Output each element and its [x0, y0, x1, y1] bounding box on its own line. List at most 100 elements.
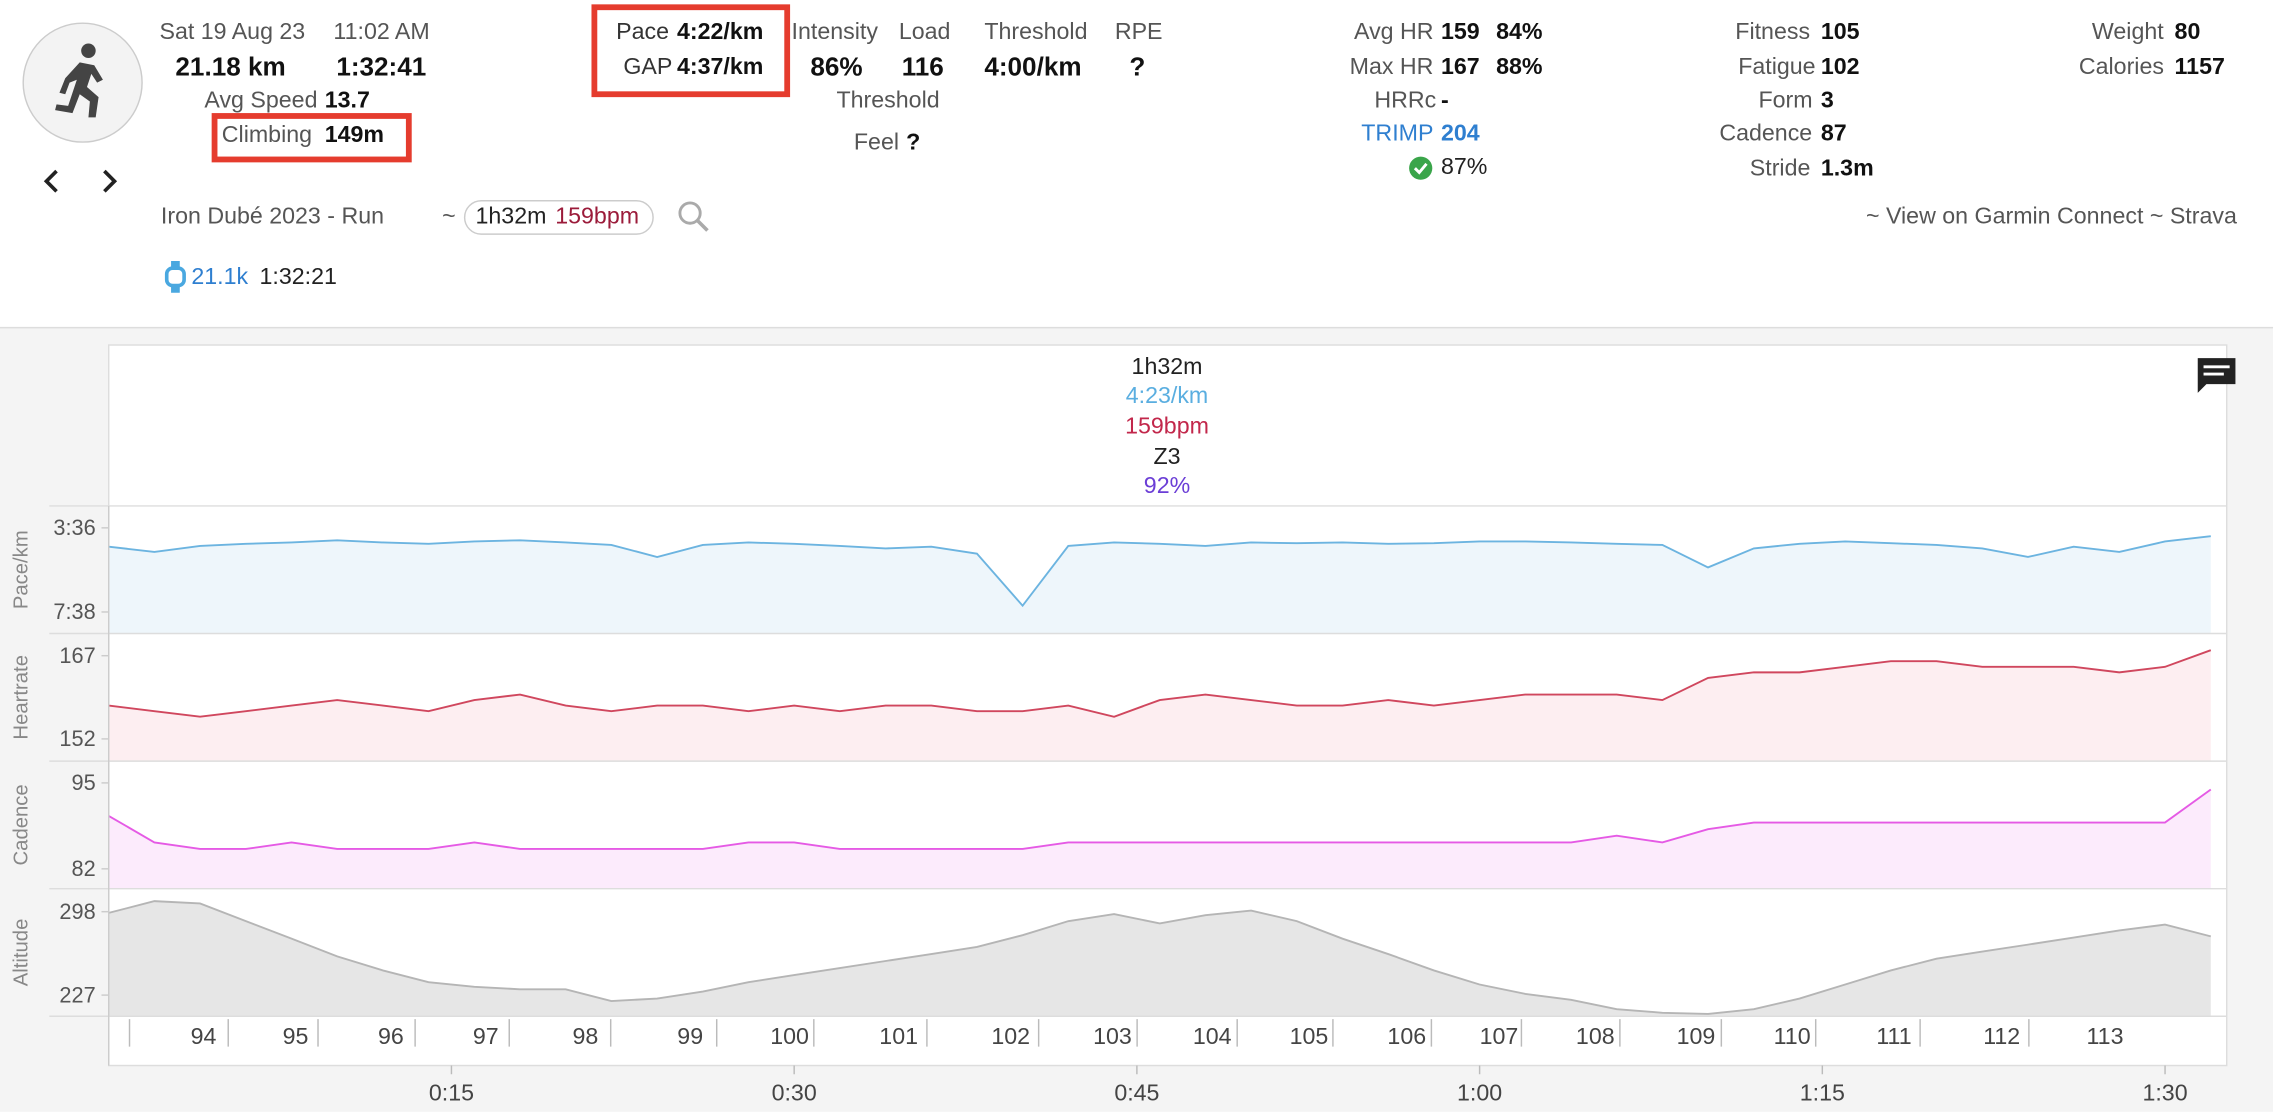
- area: [108, 536, 2211, 634]
- label: Cadence: [1719, 121, 1813, 147]
- label: Weight: [2091, 20, 2164, 45]
- summary: 1h32m 4:23/km 159bpm Z3 92%: [1125, 353, 1209, 498]
- km-label: 107: [1480, 1023, 1519, 1049]
- km-label: 101: [879, 1023, 918, 1049]
- search-icon[interactable]: [677, 200, 712, 235]
- value: 13.7: [324, 88, 370, 114]
- pill-hr: 159bpm: [555, 204, 640, 230]
- x-tick-label: 0:45: [1114, 1079, 1159, 1105]
- x-tick-label: 1:30: [2142, 1079, 2187, 1105]
- value: 167: [1441, 55, 1480, 80]
- label: Climbing: [221, 123, 313, 148]
- value: 149m: [324, 123, 385, 148]
- value: 1.3m: [1820, 156, 1874, 182]
- label: Max HR: [1349, 55, 1434, 80]
- label: Pace: [616, 20, 669, 45]
- km-label: 97: [473, 1023, 499, 1049]
- value: 159: [1441, 20, 1480, 45]
- y-tick-label: 7:38: [53, 599, 95, 624]
- km-label: 110: [1774, 1023, 1811, 1049]
- y-tick-label: 152: [59, 726, 95, 751]
- value: 204: [1441, 121, 1480, 147]
- km-label: 106: [1387, 1023, 1426, 1049]
- check-icon: [1409, 156, 1433, 180]
- value: 3: [1820, 88, 1834, 114]
- avatar[interactable]: [22, 22, 144, 144]
- label: GAP: [623, 55, 673, 80]
- y-tick-label: 227: [59, 982, 95, 1007]
- separator: ~: [442, 204, 456, 230]
- value: 4:37/km: [677, 55, 764, 80]
- pill-duration: 1h32m: [475, 204, 547, 230]
- label: Intensity: [791, 20, 878, 45]
- value: 116: [901, 52, 944, 82]
- distance: 21.18 km: [175, 52, 286, 82]
- comment-icon[interactable]: [2197, 358, 2236, 393]
- value: ?: [906, 130, 921, 156]
- value: 4:00/km: [984, 52, 1082, 82]
- line: [108, 900, 2212, 1015]
- summary-duration: 1h32m: [1132, 353, 1203, 379]
- line: [108, 788, 2212, 850]
- value: ?: [1129, 52, 1146, 82]
- x-tick-label: 1:00: [1457, 1079, 1502, 1105]
- summary-zone: Z3: [1153, 443, 1180, 469]
- label: Threshold: [836, 88, 940, 114]
- km-label: 113: [2087, 1023, 2124, 1049]
- x-tick-label: 1:15: [1800, 1079, 1845, 1105]
- km-label: 112: [1983, 1023, 2020, 1049]
- label: Threshold: [984, 20, 1088, 45]
- x-tick-label: 0:30: [772, 1079, 817, 1105]
- summary-pace: 4:23/km: [1126, 382, 1208, 408]
- label: RPE: [1114, 20, 1163, 45]
- km-label: 99: [677, 1023, 703, 1049]
- label: Stride: [1749, 156, 1811, 182]
- duration: 1:32:41: [336, 52, 427, 82]
- label: Form: [1758, 88, 1813, 114]
- km-label: 100: [770, 1023, 809, 1049]
- pill[interactable]: [463, 200, 654, 235]
- y-tick-label: 298: [59, 899, 95, 924]
- value: 86%: [810, 52, 863, 82]
- value: 102: [1820, 55, 1860, 80]
- value: 84%: [1496, 20, 1543, 45]
- date: Sat 19 Aug 23: [159, 20, 306, 45]
- value: 87%: [1441, 155, 1488, 180]
- nav-arrows[interactable]: [38, 167, 139, 196]
- activity-name[interactable]: Iron Dubé 2023 - Run: [160, 204, 384, 230]
- time: 11:02 AM: [333, 20, 430, 45]
- y-axis-label: Altitude: [11, 919, 33, 987]
- watch-icon: [164, 260, 186, 293]
- km-label: 96: [378, 1023, 404, 1049]
- split-distance[interactable]: 21.1k: [191, 265, 249, 290]
- label: Feel: [853, 130, 899, 156]
- km-label: 98: [572, 1023, 598, 1049]
- area: [108, 901, 2211, 1017]
- split-time: 1:32:21: [259, 265, 337, 290]
- y-tick-label: 167: [59, 643, 95, 668]
- y-axis-label: Heartrate: [11, 655, 33, 740]
- y-tick-label: 3:36: [53, 515, 95, 540]
- label: Calories: [2078, 55, 2164, 80]
- y-axis-label: Pace/km: [11, 530, 33, 609]
- summary-hr: 159bpm: [1125, 412, 1209, 438]
- links[interactable]: ~ View on Garmin Connect ~ Strava: [1865, 204, 2237, 230]
- km-label: 109: [1677, 1023, 1716, 1049]
- area: [108, 789, 2211, 889]
- value: 105: [1820, 20, 1860, 45]
- label[interactable]: TRIMP: [1361, 121, 1434, 147]
- km-label: 102: [991, 1023, 1030, 1049]
- y-tick-label: 82: [71, 856, 95, 881]
- km-label: 94: [191, 1023, 217, 1049]
- label: Fitness: [1735, 20, 1811, 45]
- label: HRRc: [1374, 88, 1437, 114]
- line: [108, 535, 2211, 608]
- label: Avg Speed: [204, 88, 318, 114]
- label: Fatigue: [1738, 55, 1816, 80]
- km-label: 108: [1576, 1023, 1615, 1049]
- km-label: 105: [1290, 1023, 1329, 1049]
- km-label: 95: [283, 1023, 309, 1049]
